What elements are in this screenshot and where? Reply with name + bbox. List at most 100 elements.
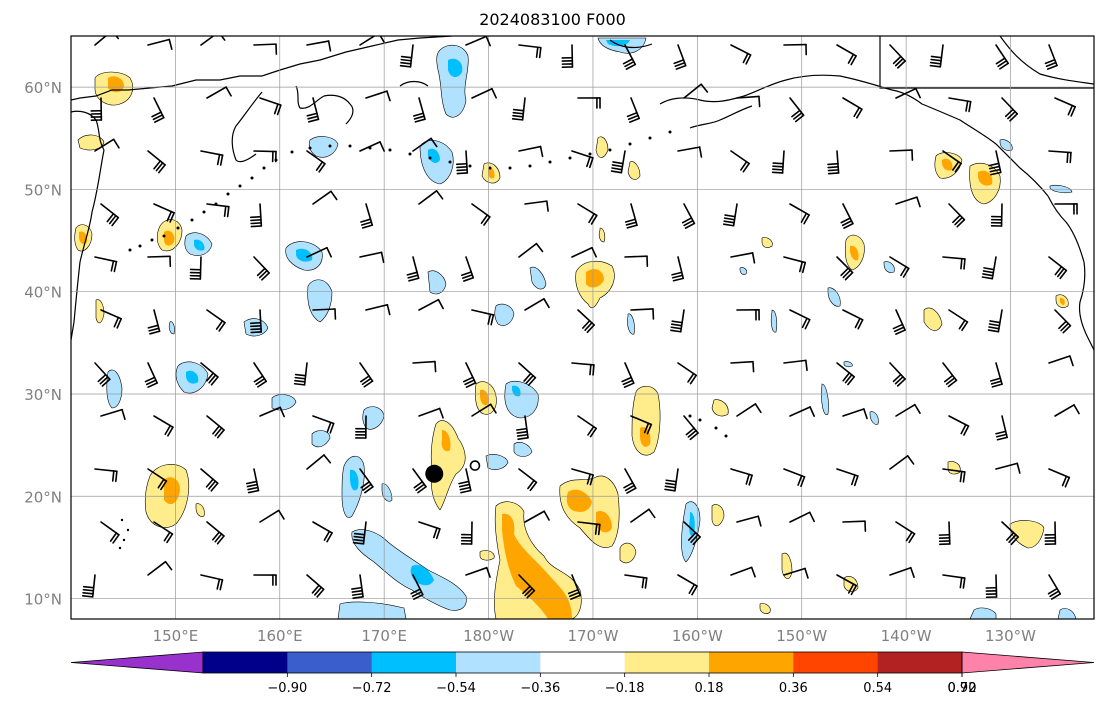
wind-barb — [942, 468, 966, 483]
small-open-dot — [469, 460, 481, 471]
wind-barb — [463, 362, 477, 388]
wind-barb — [147, 560, 173, 576]
wind-barb — [518, 242, 544, 258]
wind-barb — [989, 362, 1003, 388]
wind-barb — [90, 97, 103, 121]
colorbar-segment — [793, 652, 879, 673]
colorbar-segment — [877, 652, 963, 673]
wind-barb — [153, 203, 175, 223]
wind-barb — [312, 415, 335, 434]
wind-barb — [730, 44, 752, 65]
wind-barb — [995, 44, 1009, 70]
map-markers — [425, 460, 481, 483]
wind-barb — [306, 246, 332, 258]
wind-barb — [147, 255, 172, 268]
wind-barb — [359, 362, 374, 388]
wind-barb — [789, 511, 815, 523]
lon-tick-label: 170°E — [361, 627, 407, 645]
wind-barb — [147, 468, 168, 491]
wind-barb — [571, 468, 594, 486]
wind-barb — [359, 251, 385, 263]
wind-barb — [938, 521, 951, 546]
wind-barb — [730, 566, 756, 578]
wind-barb — [783, 359, 808, 372]
wind-barb — [516, 415, 529, 440]
wind-barb — [1054, 309, 1072, 334]
wind-barb — [360, 203, 374, 229]
colorbar-tick-label: −0.72 — [352, 681, 392, 696]
wind-barb — [518, 468, 538, 492]
colorbar-segment — [624, 652, 710, 673]
wind-barb — [359, 141, 385, 152]
wind-barb — [730, 150, 750, 173]
wind-barb — [259, 406, 285, 418]
wind-barb — [948, 97, 972, 113]
wind-barb — [1048, 355, 1074, 367]
wind-barb — [995, 462, 1021, 474]
wind-barb — [895, 521, 916, 544]
wind-barb — [355, 415, 367, 439]
wind-barb — [246, 468, 260, 494]
wind-barb — [460, 521, 473, 545]
wind-barb — [789, 203, 810, 225]
lat-tick-label: 50°N — [24, 181, 62, 199]
wind-barb — [200, 362, 219, 386]
wind-barb — [671, 256, 685, 282]
colorbar-tick-label: −0.36 — [520, 681, 560, 696]
wind-barb — [418, 407, 444, 419]
wind-barb — [458, 468, 472, 494]
colorbar-outline — [202, 651, 963, 674]
wind-barb — [624, 255, 649, 267]
colorbar: −0.90 −0.72 −0.54 −0.36 −0.18 0.18 0.36 0.54 0.7… — [70, 651, 1095, 696]
wind-barb — [677, 362, 697, 385]
wind-barb — [471, 309, 495, 326]
wind-barb — [624, 203, 638, 229]
wind-barb — [1048, 468, 1071, 488]
wind-barb — [889, 44, 906, 69]
wind-barb — [312, 308, 337, 320]
wind-barb — [783, 567, 809, 579]
wind-barb — [577, 203, 598, 225]
colorbar-tick-label: 0.36 — [779, 681, 808, 696]
wind-barb — [465, 36, 491, 47]
colorbar-tick-label: −0.90 — [267, 681, 307, 696]
wind-barb — [771, 150, 785, 174]
wind-barb — [942, 362, 958, 388]
wind-barb — [892, 309, 906, 335]
wind-barb — [81, 574, 96, 598]
wind-barb — [1001, 521, 1019, 546]
wind-barb — [94, 138, 120, 152]
wind-barb — [571, 362, 595, 376]
wind-barb — [624, 574, 648, 589]
wind-barb — [895, 87, 921, 99]
wind-barb — [94, 256, 118, 273]
wind-barb — [942, 574, 966, 589]
wind-barbs — [81, 36, 1080, 600]
wind-barb — [189, 256, 202, 280]
wind-barb — [253, 574, 277, 586]
wind-barb — [471, 87, 497, 99]
wind-barb — [147, 309, 161, 335]
wind-barb — [465, 566, 491, 578]
wind-barb — [626, 97, 640, 123]
wind-barb — [200, 468, 219, 492]
wind-barb — [94, 362, 111, 387]
lon-tick-label: 160°E — [257, 627, 303, 645]
wind-barb — [630, 308, 655, 320]
wind-barb — [471, 403, 497, 417]
wind-barb — [100, 309, 122, 329]
wind-barb — [206, 521, 225, 545]
wind-barb — [889, 149, 914, 161]
wind-barb — [100, 521, 120, 544]
wind-barb — [987, 309, 1003, 333]
wind-barb — [253, 150, 277, 163]
wind-barb — [518, 362, 537, 386]
wind-barb — [889, 256, 910, 278]
wind-barb — [365, 303, 391, 316]
wind-barb — [836, 362, 856, 386]
colorbar-tick-label: 0.18 — [695, 681, 724, 696]
lat-tick-label: 60°N — [24, 79, 62, 97]
wind-barb — [683, 521, 701, 546]
wind-barb — [683, 415, 699, 441]
wind-barb — [100, 203, 120, 227]
